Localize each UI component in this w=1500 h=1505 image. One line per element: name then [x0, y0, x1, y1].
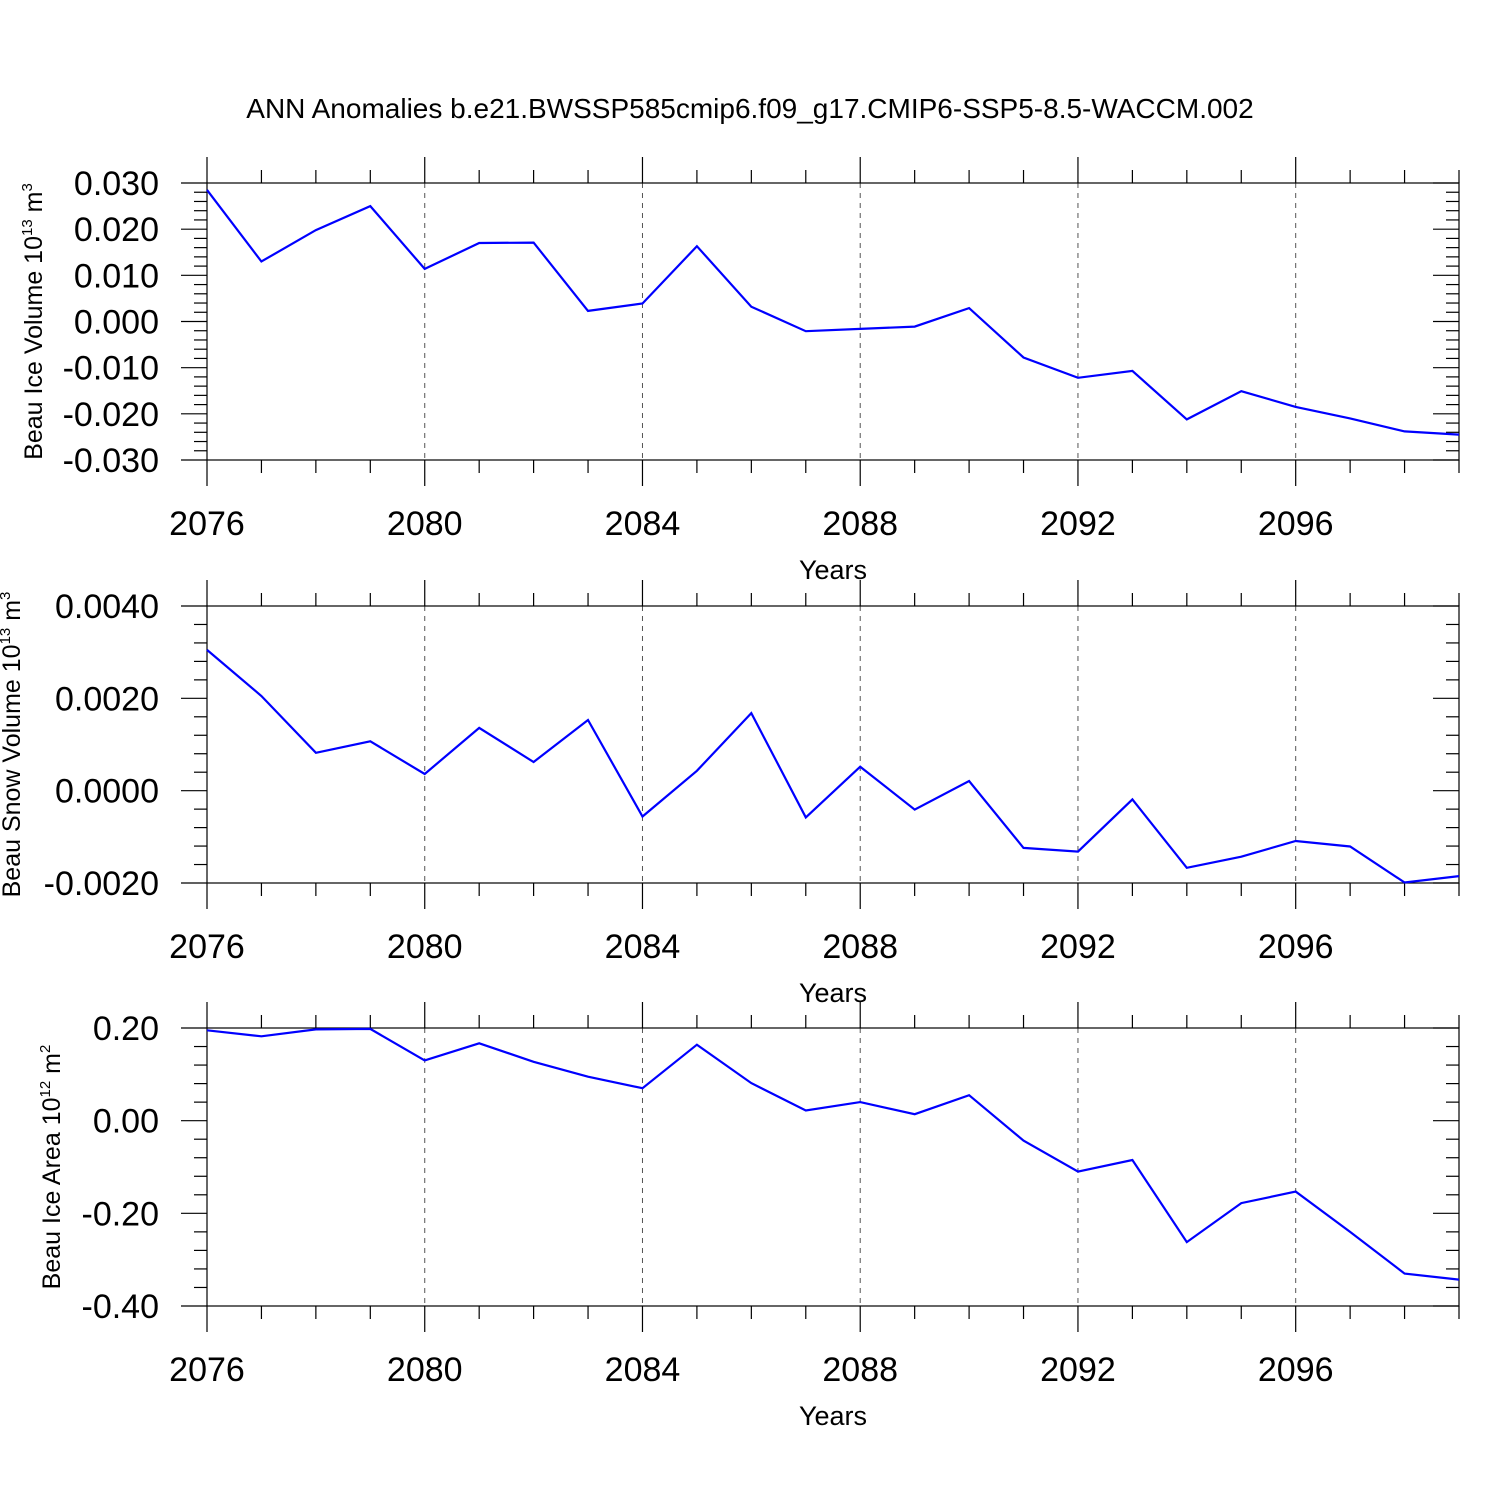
x-axis-label: Years [799, 555, 867, 585]
x-tick-label: 2096 [1258, 1351, 1334, 1389]
x-tick-label: 2084 [605, 505, 681, 543]
x-tick-label: 2092 [1040, 928, 1116, 966]
x-tick-label: 2092 [1040, 1351, 1116, 1389]
plot-frame [207, 1028, 1459, 1306]
series-line [207, 190, 1459, 435]
y-tick-label: 0.010 [74, 257, 159, 295]
chart-title: ANN Anomalies b.e21.BWSSP585cmip6.f09_g1… [246, 93, 1253, 124]
y-tick-label: -0.010 [63, 350, 159, 388]
y-axis-label: Beau Ice Volume 1013 m3 [19, 183, 48, 460]
y-tick-label: 0.030 [74, 165, 159, 203]
y-tick-label: -0.020 [63, 396, 159, 434]
y-tick-label: -0.20 [82, 1195, 160, 1233]
panel-3: 2076 2080 2084 2088 2092 2096 Years 0.20 0.00 -0.… [37, 1002, 1459, 1431]
x-axis-label: Years [799, 1401, 867, 1431]
y-tick-label: -0.40 [82, 1288, 160, 1326]
panel-2: 2076 2080 2084 2088 2092 2096 Years 0.0040 0.002… [0, 580, 1459, 1008]
y-tick-label: 0.0020 [55, 680, 159, 718]
y-tick-label: 0.0000 [55, 773, 159, 811]
y-axis-label: Beau Ice Area 1012 m2 [37, 1045, 66, 1290]
x-tick-label: 2080 [387, 1351, 463, 1389]
x-axis-label: Years [799, 978, 867, 1008]
x-tick-label: 2096 [1258, 928, 1334, 966]
series-line [207, 650, 1459, 883]
x-tick-label: 2076 [169, 505, 245, 543]
x-tick-label: 2092 [1040, 505, 1116, 543]
y-tick-label: 0.20 [93, 1010, 159, 1048]
y-tick-label: 0.000 [74, 304, 159, 342]
x-tick-label: 2088 [822, 505, 898, 543]
series-line [207, 1029, 1459, 1280]
x-tick-label: 2084 [605, 928, 681, 966]
x-tick-label: 2076 [169, 928, 245, 966]
x-tick-label: 2088 [822, 928, 898, 966]
y-tick-label: -0.0020 [44, 865, 159, 903]
plot-frame [207, 606, 1459, 883]
y-tick-label: 0.0040 [55, 588, 159, 626]
y-tick-label: 0.00 [93, 1103, 159, 1141]
panel-1: 2076 2080 2084 2088 2092 2096 Years 0.030 0.020 0… [19, 157, 1459, 585]
y-tick-label: -0.030 [63, 442, 159, 480]
x-tick-label: 2080 [387, 928, 463, 966]
x-tick-label: 2088 [822, 1351, 898, 1389]
y-tick-label: 0.020 [74, 211, 159, 249]
x-tick-label: 2080 [387, 505, 463, 543]
x-tick-label: 2084 [605, 1351, 681, 1389]
plot-frame [207, 183, 1459, 460]
x-tick-label: 2076 [169, 1351, 245, 1389]
y-axis-label: Beau Snow Volume 1013 m3 [0, 592, 26, 898]
x-tick-label: 2096 [1258, 505, 1334, 543]
